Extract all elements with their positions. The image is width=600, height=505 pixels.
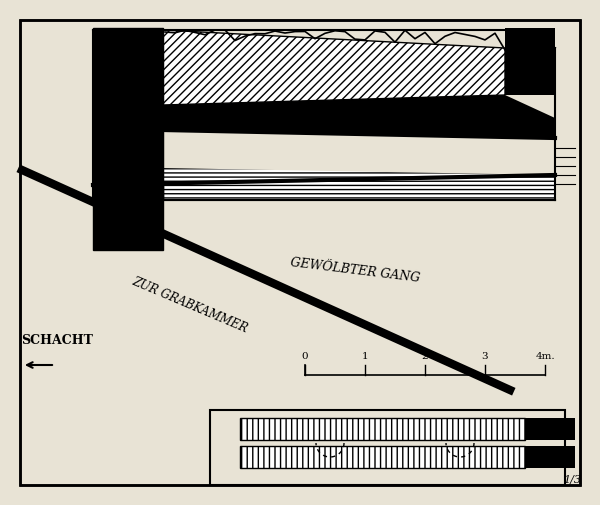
Polygon shape: [93, 30, 555, 200]
Bar: [525, 446, 575, 468]
Bar: [240, 446, 525, 468]
Polygon shape: [93, 185, 163, 200]
Text: ZUR GRABKAMMER: ZUR GRABKAMMER: [130, 275, 250, 335]
Text: GEWÖLBTER GANG: GEWÖLBTER GANG: [289, 256, 421, 284]
Text: 4m.: 4m.: [535, 352, 555, 361]
Text: 3: 3: [482, 352, 488, 361]
Polygon shape: [163, 130, 555, 175]
Text: 2: 2: [422, 352, 428, 361]
Text: SCHACHT: SCHACHT: [21, 333, 93, 346]
Text: 1/3: 1/3: [563, 475, 581, 485]
Bar: [240, 418, 525, 440]
Bar: [525, 418, 575, 440]
Bar: [210, 410, 565, 485]
Bar: [505, 28, 555, 95]
Text: 1: 1: [362, 352, 368, 361]
Polygon shape: [163, 30, 505, 105]
Bar: [93, 28, 163, 250]
Polygon shape: [93, 130, 555, 200]
Polygon shape: [163, 95, 555, 138]
Text: 0: 0: [302, 352, 308, 361]
